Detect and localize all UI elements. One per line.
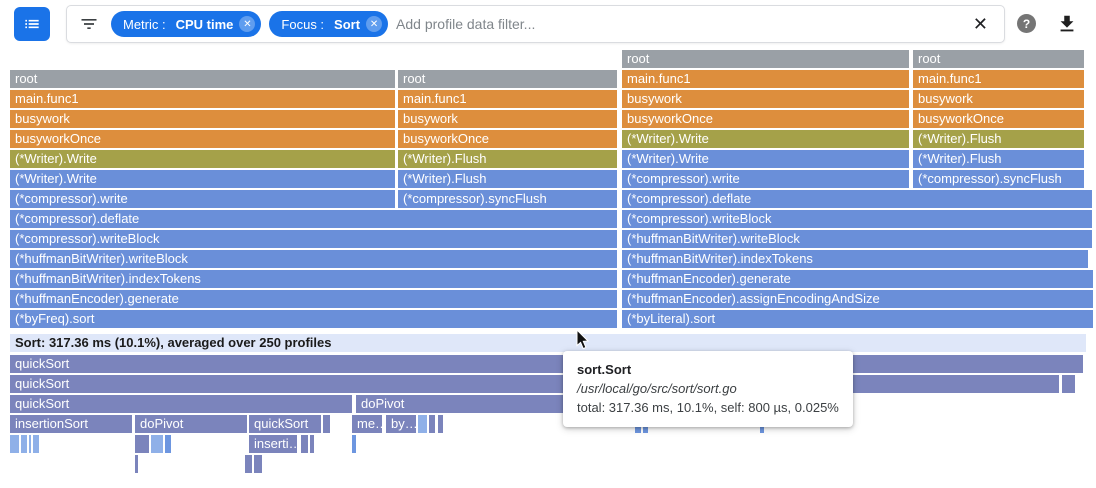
flame-frame[interactable]: (*Writer).Flush [398, 150, 617, 168]
flame-fragment[interactable] [33, 435, 39, 453]
frame-tooltip: sort.Sort /usr/local/go/src/sort/sort.go… [563, 351, 853, 427]
flame-frame[interactable]: (*compressor).writeBlock [622, 210, 1092, 228]
flame-fragment[interactable] [352, 435, 356, 453]
flame-frame[interactable]: (*Writer).Write [10, 150, 395, 168]
flame-frame[interactable]: (*Writer).Write [622, 130, 909, 148]
chip-focus-label: Focus : [281, 16, 325, 32]
flame-fragment[interactable] [418, 415, 427, 433]
flame-frame[interactable]: by… [386, 415, 416, 433]
flame-frame[interactable]: main.func1 [10, 90, 395, 108]
flame-frame[interactable]: quickSort [10, 395, 352, 413]
flame-frame[interactable]: (*compressor).writeBlock [10, 230, 617, 248]
flame-fragment[interactable] [1062, 375, 1075, 393]
flame-fragment[interactable] [135, 455, 138, 473]
chip-focus-remove-icon[interactable]: ✕ [366, 16, 383, 32]
view-list-button[interactable] [14, 7, 50, 41]
flame-frame[interactable]: (*huffmanBitWriter).indexTokens [10, 270, 617, 288]
flame-frame[interactable]: root [913, 50, 1084, 68]
chip-metric-label: Metric : [123, 16, 166, 32]
flame-frame[interactable]: inserti… [249, 435, 297, 453]
flame-fragment[interactable] [151, 435, 163, 453]
flame-frame[interactable]: main.func1 [913, 70, 1084, 88]
profile-filter-bar[interactable]: Metric : CPU time ✕ Focus : Sort ✕ Add pro… [66, 5, 1005, 43]
flame-frame[interactable]: (*huffmanEncoder).assignEncodingAndSize [622, 290, 1093, 308]
flame-frame[interactable]: (*compressor).syncFlush [398, 190, 617, 208]
flame-fragment[interactable] [29, 435, 31, 453]
flame-frame[interactable]: (*byLiteral).sort [622, 310, 1093, 328]
filter-chip-focus[interactable]: Focus : Sort ✕ [269, 11, 389, 37]
flame-frame[interactable]: main.func1 [398, 90, 617, 108]
flame-fragment[interactable] [21, 435, 27, 453]
flame-frame[interactable]: (*huffmanEncoder).generate [10, 290, 617, 308]
help-icon[interactable]: ? [1017, 14, 1036, 33]
clear-filters-icon[interactable]: ✕ [972, 14, 988, 34]
filter-list-icon [79, 14, 99, 34]
flame-frame[interactable]: (*Writer).Flush [913, 130, 1084, 148]
flame-frame[interactable]: busyworkOnce [398, 130, 617, 148]
flame-fragment[interactable] [429, 415, 435, 433]
flame-frame[interactable]: quickSort [249, 415, 321, 433]
tooltip-stats: total: 317.36 ms, 10.1%, self: 800 µs, 0… [577, 400, 839, 415]
flame-frame[interactable]: (*compressor).deflate [622, 190, 1092, 208]
sort-summary-row[interactable]: Sort: 317.36 ms (10.1%), averaged over 2… [10, 334, 1086, 352]
flame-frame[interactable]: root [622, 50, 909, 68]
flame-frame[interactable]: busyworkOnce [10, 130, 395, 148]
flame-fragment[interactable] [301, 435, 308, 453]
flame-frame[interactable]: busywork [622, 90, 909, 108]
flame-fragment[interactable] [310, 435, 314, 453]
flame-frame[interactable]: doPivot [135, 415, 247, 433]
download-icon[interactable] [1056, 13, 1078, 35]
flame-fragment[interactable] [10, 435, 19, 453]
flame-frame[interactable]: busywork [398, 110, 617, 128]
tooltip-source-path: /usr/local/go/src/sort/sort.go [577, 381, 737, 396]
flame-fragment[interactable] [254, 455, 262, 473]
flame-frame[interactable]: (*compressor).deflate [10, 210, 617, 228]
flame-frame[interactable]: quickSort [10, 375, 1059, 393]
flame-frame[interactable]: (*Writer).Flush [913, 150, 1084, 168]
flame-fragment[interactable] [245, 455, 252, 473]
flame-frame[interactable]: (*Writer).Flush [398, 170, 617, 188]
flame-frame[interactable]: (*byFreq).sort [10, 310, 617, 328]
flame-fragment[interactable] [165, 435, 171, 453]
flame-frame[interactable]: busywork [913, 90, 1084, 108]
flame-frame[interactable]: (*Writer).Write [10, 170, 395, 188]
flame-frame[interactable]: (*compressor).syncFlush [913, 170, 1084, 188]
flame-fragment[interactable] [323, 415, 330, 433]
flame-frame[interactable]: busyworkOnce [622, 110, 909, 128]
flame-fragment[interactable] [135, 435, 149, 453]
flame-frame[interactable]: (*huffmanEncoder).generate [622, 270, 1093, 288]
list-icon [22, 14, 42, 34]
flame-frame[interactable]: root [10, 70, 395, 88]
flame-frame[interactable]: (*huffmanBitWriter).writeBlock [622, 230, 1092, 248]
filter-input-placeholder[interactable]: Add profile data filter... [396, 16, 536, 32]
flame-frame[interactable]: (*Writer).Write [622, 150, 909, 168]
flame-frame[interactable]: me… [352, 415, 382, 433]
flame-frame[interactable]: quickSort [10, 355, 1083, 373]
chip-focus-value: Sort [334, 16, 361, 32]
flame-fragment[interactable] [438, 415, 443, 433]
flame-frame[interactable]: (*huffmanBitWriter).writeBlock [10, 250, 617, 268]
flame-frame[interactable]: insertionSort [10, 415, 132, 433]
flame-frame[interactable]: (*huffmanBitWriter).indexTokens [622, 250, 1088, 268]
flame-frame[interactable]: main.func1 [622, 70, 909, 88]
toolbar: Metric : CPU time ✕ Focus : Sort ✕ Add pro… [0, 0, 1096, 48]
flame-frame[interactable]: root [398, 70, 617, 88]
chip-metric-remove-icon[interactable]: ✕ [239, 16, 256, 32]
flame-frame[interactable]: (*compressor).write [622, 170, 909, 188]
flame-frame[interactable]: busyworkOnce [913, 110, 1084, 128]
tooltip-function-name: sort.Sort [577, 362, 632, 377]
filter-chip-metric[interactable]: Metric : CPU time ✕ [111, 11, 262, 37]
flame-frame[interactable]: busywork [10, 110, 395, 128]
chip-metric-value: CPU time [175, 16, 234, 32]
flame-frame[interactable]: (*compressor).write [10, 190, 395, 208]
